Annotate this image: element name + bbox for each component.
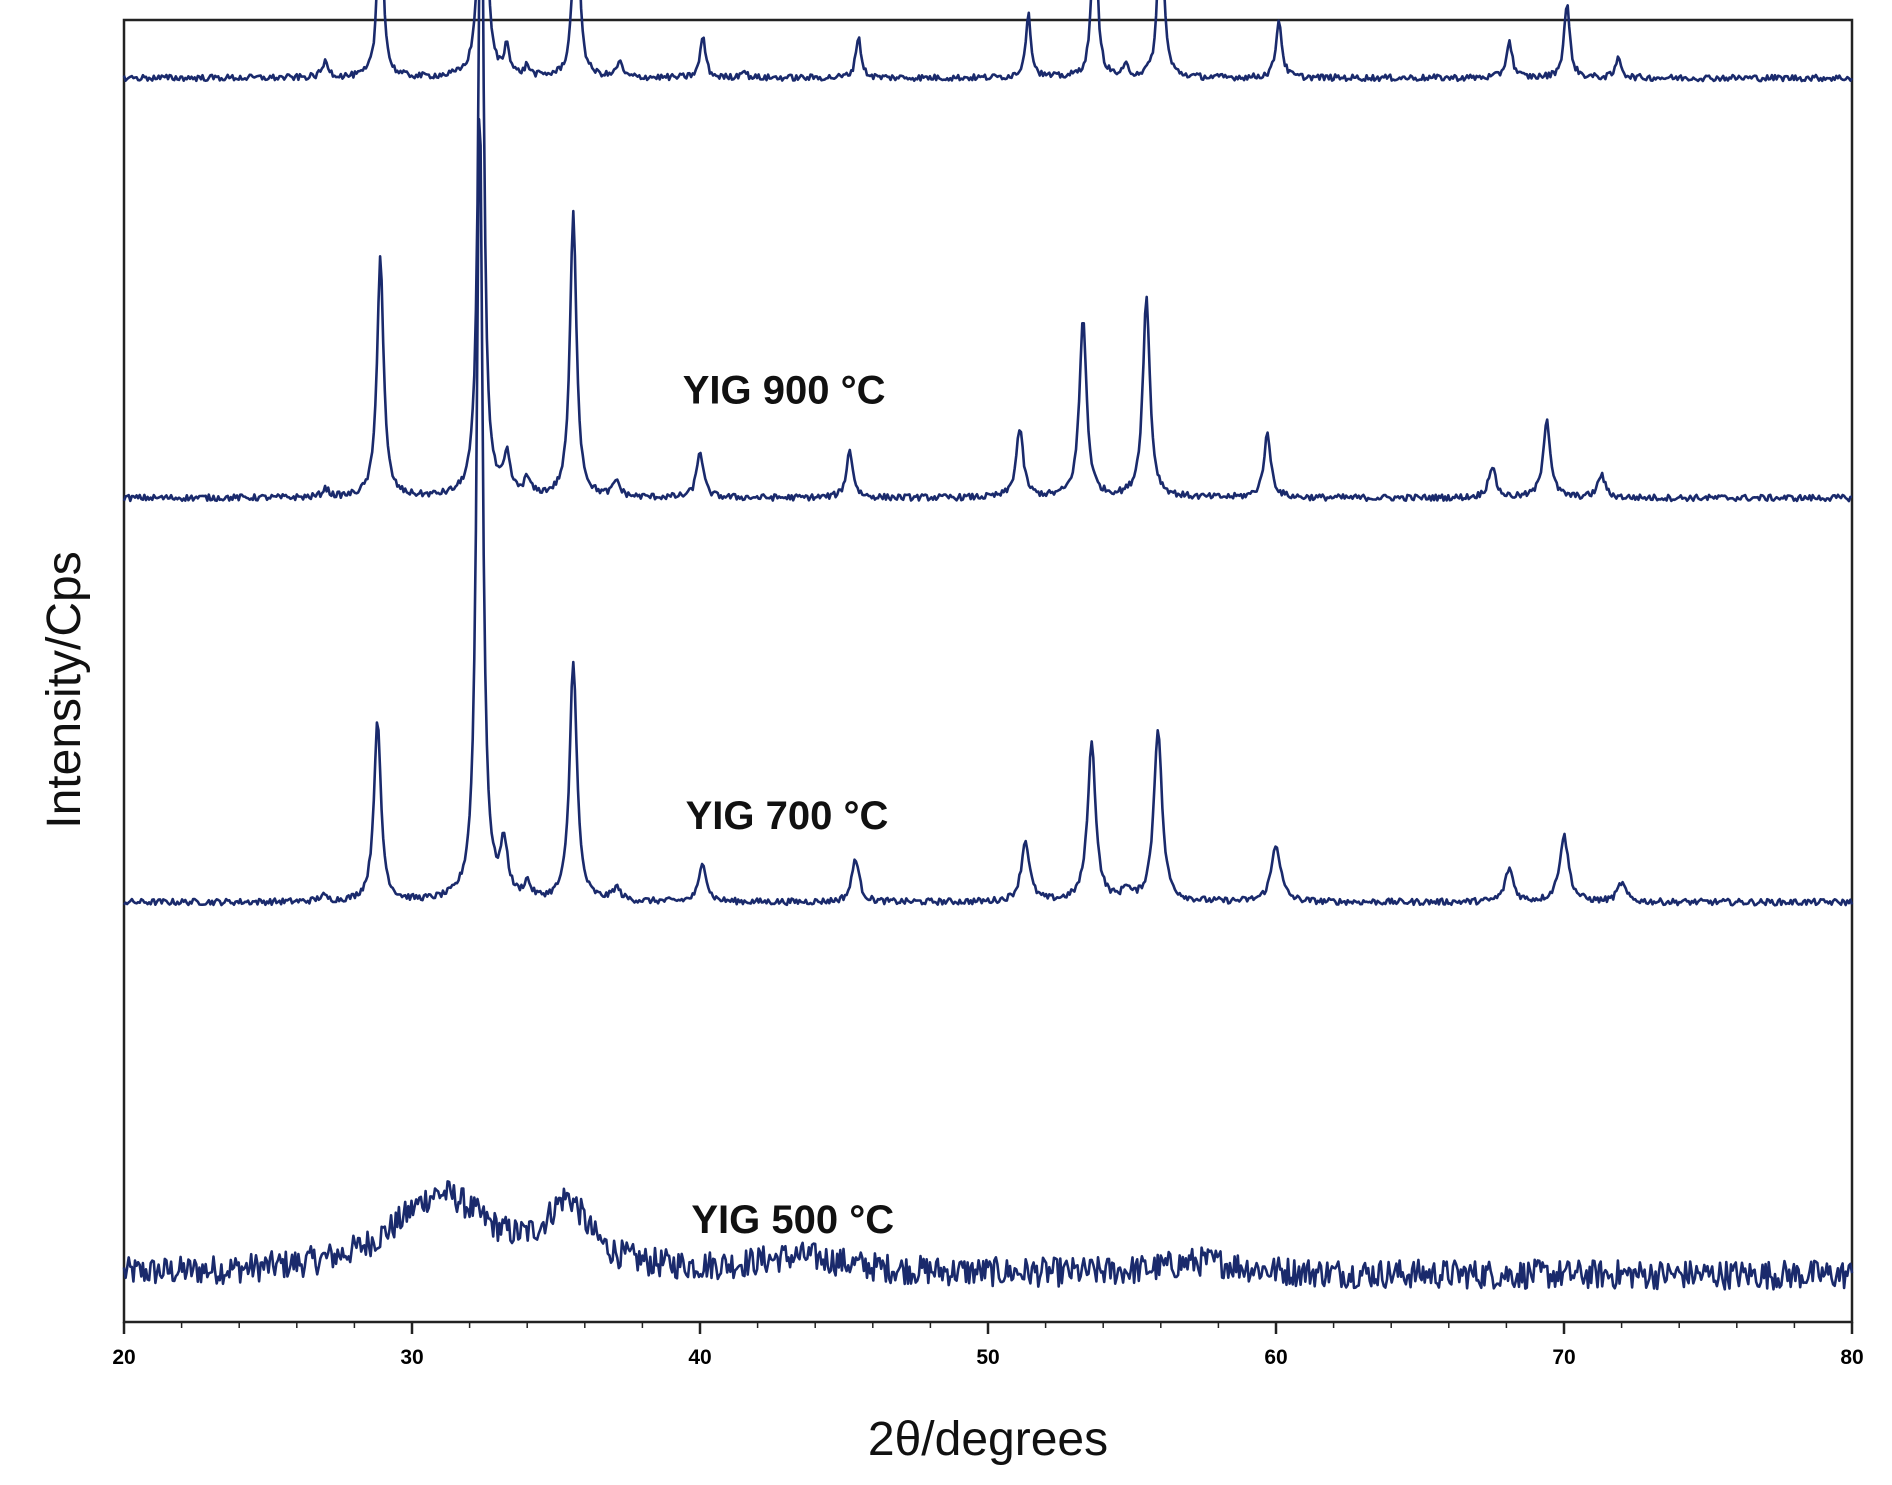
x-tick-label: 40 [688,1346,711,1369]
x-tick-label: 60 [1264,1346,1287,1369]
series-label-text: YIG 1000 [688,0,868,3]
series-line [122,117,1854,907]
x-tick-label: 70 [1552,1346,1575,1369]
series-label-unit: °C [841,369,886,413]
series-label-text: YIG 700 [686,794,844,838]
x-tick-label: 30 [400,1346,423,1369]
series-line [122,0,1854,83]
series-label-unit: °C [843,794,888,838]
series-label-text: YIG 900 [683,369,841,413]
y-axis-label: Intensity/Cps [38,551,91,828]
series-label-text: YIG 500 [691,1198,849,1242]
series-label: YIG 900 °C [683,369,886,413]
series-label-unit: °C [869,0,914,3]
x-tick-label: 20 [112,1346,135,1369]
x-axis-ticks: 20 30 40 50 60 70 80 [112,1322,1864,1369]
series-line [122,0,1853,503]
series-traces [122,0,1854,1291]
series-label: YIG 1000 °C [688,0,913,3]
plot-frame [122,18,1854,1324]
x-tick-label: 80 [1840,1346,1863,1369]
series-line [122,1180,1854,1291]
x-tick-label: 50 [976,1346,999,1369]
series-label: YIG 500 °C [691,1198,894,1242]
series-label-unit: °C [849,1198,894,1242]
series-label: YIG 700 °C [686,794,889,838]
x-axis-label: 2θ/degrees [868,1413,1108,1466]
